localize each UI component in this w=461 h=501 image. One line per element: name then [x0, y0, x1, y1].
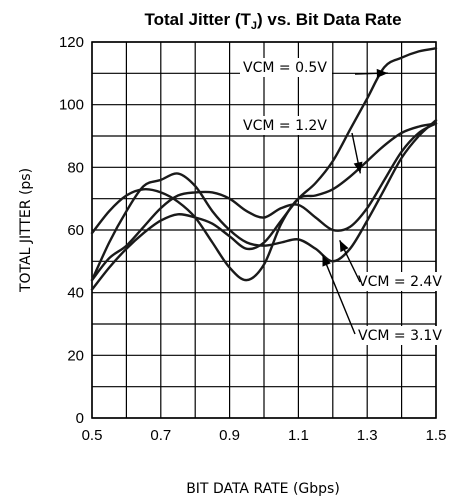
annotation-background — [355, 272, 447, 291]
plot-frame — [91, 41, 437, 419]
annotation-label: VCM = 1.2V — [243, 118, 327, 134]
series-line-2 — [90, 122, 438, 282]
annotation-arrowhead — [322, 254, 331, 267]
chart-title-rest: ) vs. Bit Data Rate — [257, 10, 402, 29]
x-tick-label: 0.5 — [82, 427, 103, 444]
annotation-background — [240, 58, 332, 77]
annotation-label: VCM = 3.1V — [358, 328, 442, 344]
y-tick-label: 20 — [67, 347, 84, 364]
y-tick-label: 120 — [59, 34, 84, 51]
annotation-label: VCM = 2.4V — [358, 274, 442, 290]
x-tick-label: 0.9 — [219, 427, 240, 444]
annotation-arrowhead — [339, 240, 349, 253]
x-tick-label: 1.3 — [357, 427, 378, 444]
chart-title: Total Jitter (TJ) vs. Bit Data Rate — [144, 10, 401, 32]
annotation-arrowhead — [353, 161, 363, 174]
annotation-arrowhead — [376, 68, 388, 78]
chart-title-subscript: J — [251, 20, 257, 32]
annotation-arrow — [321, 254, 356, 335]
x-tick-label: 1.5 — [426, 427, 447, 444]
y-tick-label: 80 — [67, 159, 84, 176]
annotation-group: VCM = 0.5V VCM = 1.2V VCM = 2.4V VCM = 3.1V — [240, 58, 447, 345]
y-axis-label: TOTAL JITTER (ps) — [18, 168, 34, 293]
annotation-background — [240, 116, 332, 135]
annotation-label: VCM = 0.5V — [243, 60, 327, 76]
y-tick-label: 40 — [67, 285, 84, 302]
grid-lines — [91, 41, 437, 419]
y-tick-label: 0 — [76, 410, 84, 427]
x-tick-label: 0.7 — [150, 427, 171, 444]
x-axis-label: BIT DATA RATE (Gbps) — [186, 481, 340, 497]
annotation-background — [355, 326, 447, 345]
chart-title-main: Total Jitter (T — [144, 10, 251, 29]
x-tick-label: 1.1 — [288, 427, 309, 444]
tick-labels: 0.5 0.7 0.9 1.1 1.3 1.5 0 20 40 60 80 100 120 — [59, 34, 446, 444]
series-line-4 — [90, 122, 438, 282]
y-tick-label: 60 — [67, 222, 84, 239]
y-tick-label: 100 — [59, 97, 84, 114]
series-line-3 — [90, 119, 438, 282]
